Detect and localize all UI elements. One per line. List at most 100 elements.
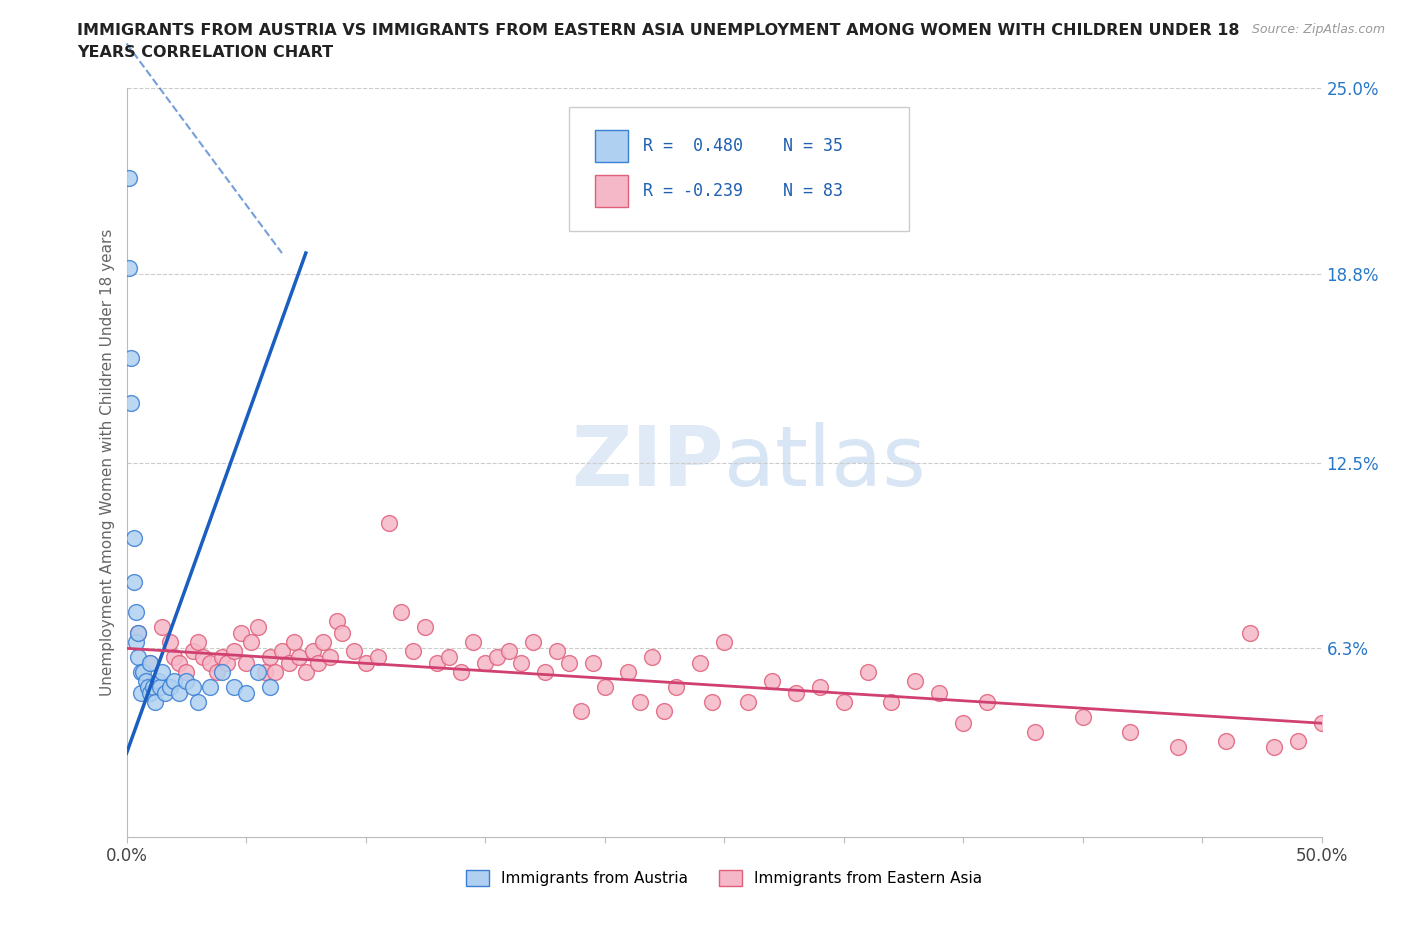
- Point: [278, 656, 301, 671]
- Point: [247, 665, 270, 680]
- Point: [1071, 710, 1094, 724]
- Point: [235, 656, 257, 671]
- Point: [952, 716, 974, 731]
- Point: [207, 665, 229, 680]
- Point: [159, 680, 181, 695]
- Point: [593, 680, 616, 695]
- Point: [522, 635, 544, 650]
- Point: [557, 656, 581, 671]
- Point: [139, 685, 162, 700]
- Point: [153, 685, 176, 700]
- Point: [149, 680, 172, 695]
- Point: [1310, 716, 1333, 731]
- Point: [391, 605, 413, 620]
- Point: [139, 656, 162, 671]
- Point: [354, 656, 377, 671]
- Point: [127, 626, 149, 641]
- Point: [1119, 724, 1142, 739]
- FancyBboxPatch shape: [595, 130, 628, 162]
- Text: IMMIGRANTS FROM AUSTRIA VS IMMIGRANTS FROM EASTERN ASIA UNEMPLOYMENT AMONG WOMEN: IMMIGRANTS FROM AUSTRIA VS IMMIGRANTS FR…: [77, 23, 1240, 38]
- Point: [259, 650, 281, 665]
- Point: [509, 656, 531, 671]
- Point: [231, 626, 253, 641]
- Point: [402, 644, 425, 658]
- Point: [287, 650, 309, 665]
- Point: [200, 680, 222, 695]
- Point: [1239, 626, 1261, 641]
- Point: [150, 665, 174, 680]
- Legend: Immigrants from Austria, Immigrants from Eastern Asia: Immigrants from Austria, Immigrants from…: [456, 859, 993, 897]
- Point: [125, 635, 148, 650]
- Point: [120, 351, 142, 365]
- Point: [120, 395, 142, 410]
- Point: [808, 680, 831, 695]
- Point: [366, 650, 388, 665]
- Text: ZIP: ZIP: [572, 422, 724, 503]
- Point: [163, 650, 186, 665]
- Point: [146, 674, 169, 689]
- Point: [343, 644, 366, 658]
- Point: [270, 644, 294, 658]
- Point: [263, 665, 285, 680]
- Point: [167, 656, 190, 671]
- Point: [143, 695, 166, 710]
- Point: [159, 635, 181, 650]
- Point: [122, 575, 145, 590]
- Point: [498, 644, 520, 658]
- Point: [628, 695, 651, 710]
- Point: [737, 695, 759, 710]
- Point: [163, 674, 186, 689]
- Point: [187, 635, 209, 650]
- Point: [330, 626, 353, 641]
- Point: [1215, 734, 1237, 749]
- Point: [132, 665, 155, 680]
- Point: [785, 685, 807, 700]
- Point: [129, 685, 152, 700]
- Point: [283, 635, 305, 650]
- Point: [183, 680, 205, 695]
- Point: [832, 695, 855, 710]
- Point: [139, 656, 162, 671]
- Point: [187, 695, 209, 710]
- Point: [1286, 734, 1309, 749]
- Point: [1167, 739, 1189, 754]
- Point: [486, 650, 509, 665]
- Point: [533, 665, 555, 680]
- Point: [183, 644, 205, 658]
- Point: [689, 656, 711, 671]
- Point: [474, 656, 496, 671]
- Point: [665, 680, 688, 695]
- Point: [222, 644, 246, 658]
- Point: [294, 665, 316, 680]
- Point: [450, 665, 472, 680]
- Point: [318, 650, 342, 665]
- Point: [426, 656, 449, 671]
- Point: [641, 650, 664, 665]
- Point: [413, 620, 436, 635]
- Point: [215, 656, 238, 671]
- Point: [174, 674, 197, 689]
- Text: R = -0.239    N = 83: R = -0.239 N = 83: [643, 182, 842, 200]
- Point: [713, 635, 735, 650]
- Point: [1263, 739, 1285, 754]
- Point: [302, 644, 325, 658]
- FancyBboxPatch shape: [595, 175, 628, 206]
- Point: [307, 656, 329, 671]
- Point: [118, 260, 141, 275]
- Point: [235, 685, 257, 700]
- Point: [546, 644, 568, 658]
- Point: [118, 171, 141, 186]
- Point: [239, 635, 262, 650]
- Point: [222, 680, 246, 695]
- FancyBboxPatch shape: [568, 107, 910, 231]
- Text: Source: ZipAtlas.com: Source: ZipAtlas.com: [1251, 23, 1385, 36]
- Point: [582, 656, 605, 671]
- Point: [461, 635, 484, 650]
- Point: [125, 605, 148, 620]
- Point: [135, 674, 157, 689]
- Point: [142, 680, 165, 695]
- Point: [247, 620, 270, 635]
- Y-axis label: Unemployment Among Women with Children Under 18 years: Unemployment Among Women with Children U…: [100, 229, 115, 697]
- Point: [761, 674, 783, 689]
- Point: [1024, 724, 1046, 739]
